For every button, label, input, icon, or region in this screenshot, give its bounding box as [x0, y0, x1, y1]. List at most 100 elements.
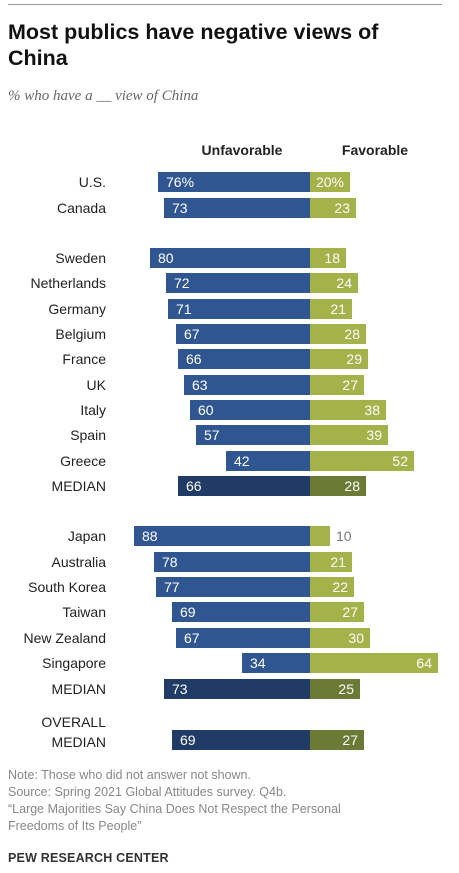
- unfavorable-value: 73: [172, 681, 188, 697]
- favorable-value: 28: [344, 478, 360, 494]
- favorable-bar: [310, 248, 346, 268]
- category-label: Spain: [70, 427, 106, 443]
- unfavorable-bar: [178, 349, 310, 369]
- category-label: Netherlands: [31, 275, 107, 291]
- category-label: MEDIAN: [52, 478, 106, 494]
- favorable-value: 23: [334, 200, 350, 216]
- favorable-value: 27: [342, 377, 358, 393]
- favorable-bar: [310, 273, 358, 293]
- unfavorable-value: 80: [158, 250, 174, 266]
- favorable-value: 25: [338, 681, 354, 697]
- unfavorable-value: 72: [174, 275, 190, 291]
- unfavorable-bar: [242, 653, 310, 673]
- favorable-value: 38: [364, 402, 380, 418]
- category-label: U.S.: [79, 174, 106, 190]
- unfavorable-bar: [156, 577, 310, 597]
- category-label: Australia: [52, 554, 107, 570]
- favorable-bar: [310, 602, 364, 622]
- unfavorable-value: 63: [192, 377, 208, 393]
- unfavorable-value: 88: [142, 528, 158, 544]
- favorable-value: 28: [344, 326, 360, 342]
- unfavorable-value: 66: [186, 351, 202, 367]
- unfavorable-bar: [168, 299, 310, 319]
- unfavorable-bar: [172, 602, 310, 622]
- favorable-value: 27: [342, 604, 358, 620]
- unfavorable-value: 69: [180, 732, 196, 748]
- category-label: Sweden: [55, 250, 106, 266]
- favorable-value: 22: [332, 579, 348, 595]
- unfavorable-value: 42: [234, 453, 250, 469]
- unfavorable-bar: [176, 324, 310, 344]
- unfavorable-bar: [226, 451, 310, 471]
- unfavorable-value: 67: [184, 326, 200, 342]
- favorable-value: 29: [346, 351, 362, 367]
- source-line: Source: Spring 2021 Global Attitudes sur…: [8, 785, 287, 799]
- favorable-bar: [310, 526, 330, 546]
- favorable-bar: [310, 679, 360, 699]
- unfavorable-value: 77: [164, 579, 180, 595]
- favorable-bar: [310, 577, 354, 597]
- category-label: New Zealand: [24, 630, 107, 646]
- unfavorable-value: 67: [184, 630, 200, 646]
- favorable-bar: [310, 628, 370, 648]
- report-title-line: Freedoms of Its People”: [8, 819, 142, 833]
- unfavorable-bar: [176, 628, 310, 648]
- favorable-value: 27: [342, 732, 358, 748]
- favorable-bar: [310, 653, 438, 673]
- unfavorable-value: 60: [198, 402, 214, 418]
- favorable-bar: [310, 172, 350, 192]
- favorable-bar: [310, 400, 386, 420]
- category-label: Belgium: [55, 326, 106, 342]
- favorable-header: Favorable: [342, 142, 408, 158]
- source-credit: PEW RESEARCH CENTER: [8, 851, 169, 865]
- top-rule: [8, 4, 442, 5]
- unfavorable-bar: [158, 172, 310, 192]
- favorable-bar: [310, 451, 414, 471]
- category-label: Taiwan: [62, 604, 106, 620]
- unfavorable-bar: [184, 375, 310, 395]
- unfavorable-value: 34: [250, 655, 266, 671]
- category-label: OVERALL: [41, 714, 106, 730]
- favorable-value: 24: [336, 275, 352, 291]
- unfavorable-value: 71: [176, 301, 192, 317]
- favorable-bar: [310, 299, 352, 319]
- unfavorable-bar: [190, 400, 310, 420]
- favorable-bar: [310, 476, 366, 496]
- favorable-value: 18: [324, 250, 340, 266]
- favorable-bar: [310, 730, 364, 750]
- unfavorable-bar: [166, 273, 310, 293]
- favorable-value: 39: [366, 427, 382, 443]
- unfavorable-bar: [178, 476, 310, 496]
- favorable-bar: [310, 425, 388, 445]
- chart-title: Most publics have negative views of Chin…: [8, 20, 379, 70]
- unfavorable-value: 73: [172, 200, 188, 216]
- unfavorable-header: Unfavorable: [202, 142, 283, 158]
- unfavorable-bar: [196, 425, 310, 445]
- unfavorable-value: 76%: [166, 174, 194, 190]
- unfavorable-value: 66: [186, 478, 202, 494]
- unfavorable-value: 78: [162, 554, 178, 570]
- unfavorable-bar: [164, 198, 310, 218]
- category-label: Italy: [80, 402, 106, 418]
- favorable-value: 20%: [316, 174, 344, 190]
- favorable-value: 64: [416, 655, 432, 671]
- category-label: UK: [87, 377, 107, 393]
- category-label: France: [62, 351, 106, 367]
- unfavorable-bar: [134, 526, 310, 546]
- favorable-bar: [310, 198, 356, 218]
- report-title-line: “Large Majorities Say China Does Not Res…: [8, 802, 341, 816]
- favorable-value: 52: [392, 453, 408, 469]
- unfavorable-bar: [172, 730, 310, 750]
- favorable-value: 10: [336, 528, 352, 544]
- favorable-value: 21: [330, 554, 346, 570]
- category-label: South Korea: [28, 579, 106, 595]
- category-label: Singapore: [42, 655, 106, 671]
- favorable-value: 21: [330, 301, 346, 317]
- favorable-bar: [310, 375, 364, 395]
- unfavorable-bar: [150, 248, 310, 268]
- diverging-bar-chart: Unfavorable Favorable U.S. 76% 20% Canada 73 23…: [24, 142, 438, 750]
- chart-subtitle: % who have a __ view of China: [8, 88, 199, 104]
- favorable-bar: [310, 324, 366, 344]
- category-label: Canada: [57, 200, 106, 216]
- category-label: MEDIAN: [52, 734, 106, 750]
